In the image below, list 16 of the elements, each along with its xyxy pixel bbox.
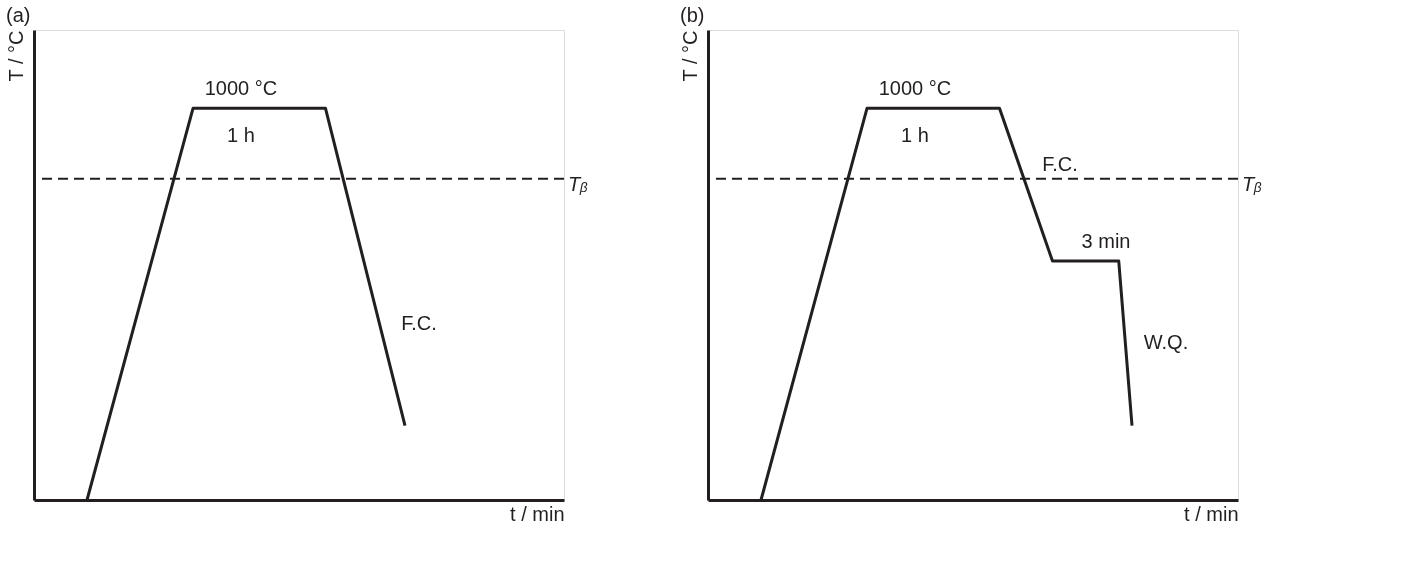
annotation: F.C. — [1042, 153, 1078, 175]
annotation: W.Q. — [1143, 331, 1189, 353]
text: 1000 °C — [878, 77, 952, 99]
x-axis-title: t / min — [1184, 502, 1239, 525]
annotation: 1 h — [227, 124, 255, 146]
chart-title: (b) — [680, 4, 705, 26]
annotation: F.C. — [401, 312, 437, 334]
text: 1000 °C — [204, 77, 278, 99]
annotation: 3 min — [1081, 230, 1131, 252]
y-axis-title: T / °C — [678, 30, 701, 82]
ref-line-label: Tᵦ — [568, 172, 589, 195]
annotation: 1 h — [901, 124, 929, 146]
ref-line-label: Tᵦ — [1242, 172, 1263, 195]
x-axis-title: t / min — [510, 502, 565, 525]
chart-title: (a) — [6, 4, 31, 26]
y-axis-title: T / °C — [4, 30, 27, 82]
